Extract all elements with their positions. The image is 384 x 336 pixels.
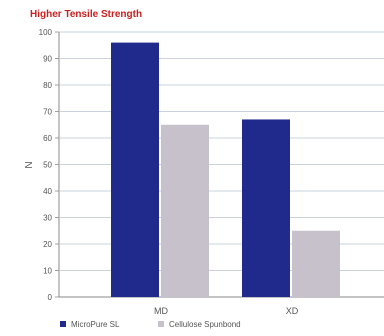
legend-label: MicroPure SL	[71, 320, 120, 329]
y-tick-labels: 0 10 20 30 40 50 60 70 80 90 100	[39, 28, 53, 302]
y-tick-label: 0	[48, 293, 53, 302]
y-tick-label: 90	[43, 55, 52, 64]
category-label: MD	[154, 306, 168, 316]
category-label: XD	[286, 306, 299, 316]
y-tick-label: 20	[43, 240, 52, 249]
legend-label: Cellulose Spunbond	[169, 320, 241, 329]
legend-swatch	[60, 321, 66, 327]
y-tick-label: 50	[43, 161, 52, 170]
y-axis-label: N	[24, 161, 35, 168]
bars	[111, 42, 340, 297]
y-tick-label: 10	[43, 267, 52, 276]
y-tick-label: 60	[43, 134, 52, 143]
category-labels: MD XD	[154, 306, 299, 316]
legend-swatch	[158, 321, 164, 327]
y-tick-label: 100	[39, 28, 53, 37]
y-tick-label: 30	[43, 214, 52, 223]
y-tick-label: 70	[43, 108, 52, 117]
bar-series2-xd	[292, 230, 340, 297]
bar-series2-md	[161, 124, 209, 297]
chart-title: Higher Tensile Strength	[30, 9, 143, 20]
legend: MicroPure SL Cellulose Spunbond	[60, 320, 241, 329]
bar-series1-md	[111, 42, 159, 297]
bar-series1-xd	[242, 119, 290, 297]
y-tick-label: 40	[43, 187, 52, 196]
y-tick-label: 80	[43, 81, 52, 90]
